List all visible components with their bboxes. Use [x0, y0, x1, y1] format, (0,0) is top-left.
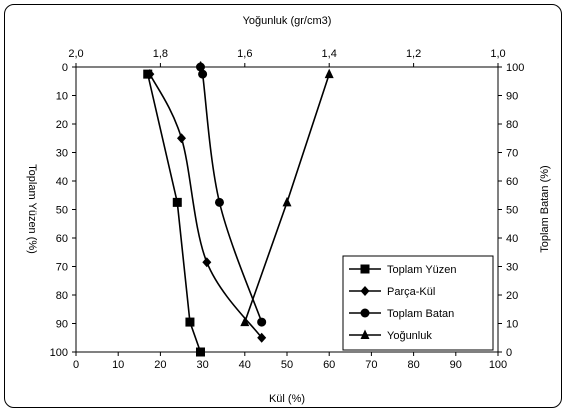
- data-point-par-a-k-l: [257, 332, 267, 343]
- data-point-yo-unluk: [324, 68, 334, 79]
- data-point-par-a-k-l: [177, 133, 186, 144]
- y-left-tick-label: 30: [56, 148, 68, 160]
- y-right-tick-label: 40: [506, 233, 518, 245]
- legend: Toplam Yüzen Parça-Kül Toplam Batan Yoğunlu…: [342, 255, 494, 351]
- y-right-tick-label: 50: [506, 205, 518, 217]
- y-right-tick-label: 60: [506, 176, 518, 188]
- y-left-tick-label: 20: [56, 119, 68, 131]
- data-point-toplam-batan: [257, 317, 267, 327]
- y-left-tick-label: 90: [56, 319, 68, 331]
- legend-label-par-a-k-l: Parça-Kül: [387, 286, 435, 298]
- x-top-tick-label: 1,6: [237, 48, 252, 60]
- series-layer: [143, 61, 334, 357]
- legend-marker-par-a-k-l: [360, 286, 370, 296]
- legend-label-toplam-y-zen: Toplam Yüzen: [387, 264, 457, 276]
- x-bottom-tick-label: 0: [73, 359, 79, 371]
- x-bottom-tick-label: 70: [365, 359, 377, 371]
- data-point-par-a-k-l: [202, 257, 212, 268]
- data-point-yo-unluk: [282, 196, 292, 207]
- legend-label-yo-unluk: Yoğunluk: [387, 330, 432, 342]
- x-bottom-tick-label: 80: [407, 359, 419, 371]
- x-bottom-tick-label: 10: [112, 359, 124, 371]
- x-bottom-tick-label: 60: [323, 359, 335, 371]
- x-top-tick-label: 2,0: [68, 48, 83, 60]
- x-bottom-tick-label: 20: [154, 359, 166, 371]
- y-left-tick-label: 10: [56, 91, 68, 103]
- y-right-tick-label: 100: [506, 62, 524, 74]
- series-line-toplam-y-zen: [146, 73, 202, 353]
- data-point-toplam-y-zen: [185, 317, 195, 327]
- plot-area: [75, 66, 499, 353]
- y-left-tick-label: 60: [56, 233, 68, 245]
- x-top-tick-label: 1,0: [490, 48, 505, 60]
- x-top-axis-title: Yoğunluk (gr/cm3): [243, 15, 332, 27]
- y-left-axis-title: Toplam Yüzen (%): [26, 164, 38, 254]
- series-line-toplam-batan: [199, 61, 263, 323]
- legend-marker-yo-unluk: [360, 329, 370, 339]
- y-left-tick-label: 70: [56, 262, 68, 274]
- x-bottom-tick-label: 100: [489, 359, 507, 371]
- y-left-tick-label: 80: [56, 290, 68, 302]
- x-bottom-axis-title: Kül (%): [269, 393, 305, 405]
- y-left-tick-label: 0: [62, 62, 68, 74]
- x-top-tick-label: 1,2: [406, 48, 421, 60]
- x-top-tick-label: 1,4: [322, 48, 337, 60]
- y-left-tick-label: 40: [56, 176, 68, 188]
- y-right-tick-label: 30: [506, 262, 518, 274]
- x-bottom-tick-label: 40: [239, 359, 251, 371]
- x-bottom-tick-label: 50: [281, 359, 293, 371]
- legend-marker-toplam-batan: [360, 308, 370, 318]
- y-right-tick-label: 10: [506, 319, 518, 331]
- y-right-axis-title: Toplam Batan (%): [539, 165, 551, 252]
- y-left-tick-label: 50: [56, 205, 68, 217]
- data-point-yo-unluk: [240, 316, 250, 327]
- data-point-toplam-batan: [214, 197, 224, 207]
- x-top-tick-label: 1,8: [153, 48, 168, 60]
- y-right-tick-label: 0: [506, 347, 512, 359]
- y-right-tick-label: 20: [506, 290, 518, 302]
- data-point-toplam-y-zen: [172, 197, 182, 207]
- data-point-par-a-k-l: [145, 69, 155, 80]
- x-bottom-tick-label: 90: [450, 359, 462, 371]
- data-point-toplam-batan: [198, 69, 208, 79]
- series-line-par-a-k-l: [149, 73, 263, 339]
- y-right-tick-label: 80: [506, 119, 518, 131]
- y-right-tick-label: 90: [506, 91, 518, 103]
- y-left-tick-label: 100: [50, 347, 68, 359]
- legend-marker-toplam-y-zen: [360, 264, 370, 274]
- legend-label-toplam-batan: Toplam Batan: [387, 308, 454, 320]
- y-right-tick-label: 70: [506, 148, 518, 160]
- x-bottom-tick-label: 30: [196, 359, 208, 371]
